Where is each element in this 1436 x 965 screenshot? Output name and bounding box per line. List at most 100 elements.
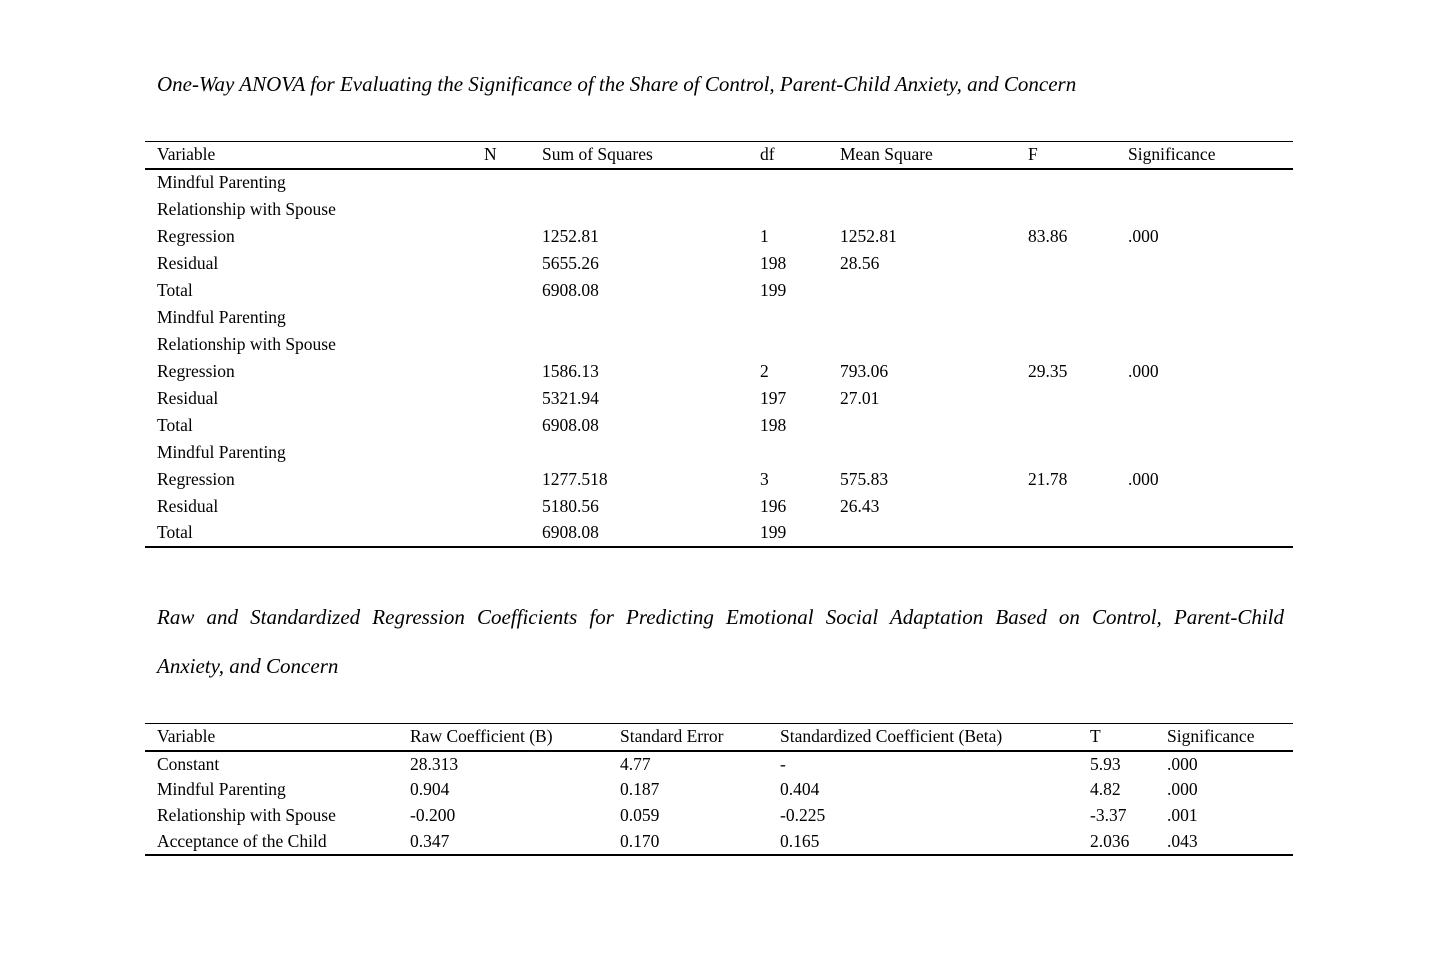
table-row: Residual 5655.26 198 28.56 <box>145 250 1293 277</box>
regression-table: Variable Raw Coefficient (B) Standard Erro… <box>145 723 1293 856</box>
table-cell: 21.78 <box>1028 468 1068 489</box>
table-cell: 1252.81 <box>840 225 897 246</box>
table-cell <box>484 169 542 196</box>
table-cell: 26.43 <box>840 495 880 516</box>
table-cell: .043 <box>1167 828 1293 856</box>
regression-table-body: Constant 28.313 4.77-5.93.000 Mindful Paren… <box>145 751 1293 856</box>
table-cell: Mindful Parenting <box>157 306 286 327</box>
table-cell: 3 <box>760 468 769 489</box>
table-cell <box>542 304 760 331</box>
table-cell: .000 <box>1167 779 1198 799</box>
table-cell: 28.56 <box>840 252 880 273</box>
table-cell: Relationship with Spouse <box>157 805 336 825</box>
table-cell <box>1028 169 1128 196</box>
regression-title-line-1: Raw and Standardized Regression Coeffici… <box>157 605 1284 629</box>
column-header: N <box>484 141 542 170</box>
table-cell: 793.06 <box>840 360 889 381</box>
column-header: Standardized Coefficient (Beta) <box>780 723 1090 752</box>
column-header: Mean Square <box>840 141 1028 170</box>
column-header: Significance <box>1167 723 1293 752</box>
table-cell <box>1128 250 1293 277</box>
table-cell: Total <box>145 519 484 548</box>
table-cell <box>484 519 542 548</box>
table-cell <box>1028 519 1128 548</box>
table-row: Total 6908.08 198 <box>145 412 1293 439</box>
table-cell <box>484 304 542 331</box>
column-header: Variable <box>145 723 410 752</box>
table-cell: Relationship with Spouse <box>157 198 336 219</box>
table-cell <box>1028 493 1128 520</box>
table-cell: Regression <box>157 225 235 246</box>
table-row: Relationship with Spouse <box>145 331 1293 358</box>
table-cell: 5655.26 <box>542 252 599 273</box>
table-cell: -3.37 <box>1090 805 1127 825</box>
table-cell: 27.01 <box>840 387 880 408</box>
table-cell: 196 <box>760 495 787 516</box>
table-cell <box>484 196 542 223</box>
table-cell <box>1128 493 1293 520</box>
table-cell <box>1028 304 1128 331</box>
table-cell: 4.82 <box>1090 779 1121 799</box>
table-cell <box>1128 412 1293 439</box>
table-cell: .000 <box>1128 360 1159 381</box>
table-row: Regression 1252.81 1 1252.81 83.86 .000 <box>145 223 1293 250</box>
table-cell: 5180.56 <box>542 495 599 516</box>
table-cell: 28.313 <box>410 753 459 774</box>
table-cell: 0.404 <box>780 779 820 799</box>
table-cell <box>1028 250 1128 277</box>
table-cell <box>1028 196 1128 223</box>
table-cell <box>542 331 760 358</box>
table-cell <box>840 439 1028 466</box>
table-cell <box>1028 385 1128 412</box>
column-header: F <box>1028 141 1128 170</box>
table-row: Total 6908.08 199 <box>145 277 1293 304</box>
table-cell: 198 <box>760 414 787 435</box>
table-cell <box>484 358 542 385</box>
column-header: T <box>1090 723 1167 752</box>
table-cell <box>1028 439 1128 466</box>
table-cell: 199 <box>760 279 787 300</box>
table-cell: Mindful Parenting <box>157 172 286 192</box>
table-cell: 0.187 <box>620 779 660 799</box>
table-cell <box>484 223 542 250</box>
table-cell: 0.170 <box>620 828 780 856</box>
table-cell <box>1028 412 1128 439</box>
anova-table-body: Mindful Parenting Relationship with Spous… <box>145 169 1293 548</box>
table-cell: 29.35 <box>1028 360 1068 381</box>
table-cell <box>840 277 1028 304</box>
column-header: Sum of Squares <box>542 141 760 170</box>
table-cell: Acceptance of the Child <box>145 828 410 856</box>
anova-table: Variable N Sum of Squares df Mean Square F Sig… <box>145 141 1293 548</box>
header-row: Variable N Sum of Squares df Mean Square F Sig… <box>145 141 1293 170</box>
table-cell <box>1128 385 1293 412</box>
table-cell: - <box>780 753 786 774</box>
table-cell: Constant <box>157 753 220 774</box>
table-cell <box>1128 277 1293 304</box>
table-row: Residual 5321.94 197 27.01 <box>145 385 1293 412</box>
table-cell: Relationship with Spouse <box>157 333 336 354</box>
table-cell <box>1028 277 1128 304</box>
column-header: Raw Coefficient (B) <box>410 723 620 752</box>
table-cell: 1252.81 <box>542 225 599 246</box>
table-cell <box>1128 439 1293 466</box>
anova-table-header: Variable N Sum of Squares df Mean Square F Sig… <box>145 141 1293 170</box>
table-cell: 0.059 <box>620 805 660 825</box>
table-cell: 0.165 <box>780 828 1090 856</box>
table-cell: 199 <box>760 519 840 548</box>
table-cell: 0.347 <box>410 828 620 856</box>
table-cell <box>484 250 542 277</box>
table-row: Mindful Parenting <box>145 439 1293 466</box>
table-cell: 83.86 <box>1028 225 1068 246</box>
table-cell <box>542 169 760 196</box>
column-header: Variable <box>145 141 484 170</box>
table-cell: 5321.94 <box>542 387 599 408</box>
table-cell: 197 <box>760 387 787 408</box>
table-cell <box>484 277 542 304</box>
regression-table-title: Raw and Standardized Regression Coeffici… <box>157 593 1284 691</box>
table-row: Constant 28.313 4.77 - 5.93 .000 <box>145 751 1293 777</box>
table-cell <box>484 493 542 520</box>
table-cell: Residual <box>157 252 219 273</box>
table-cell <box>542 439 760 466</box>
table-cell <box>484 439 542 466</box>
table-cell <box>840 331 1028 358</box>
